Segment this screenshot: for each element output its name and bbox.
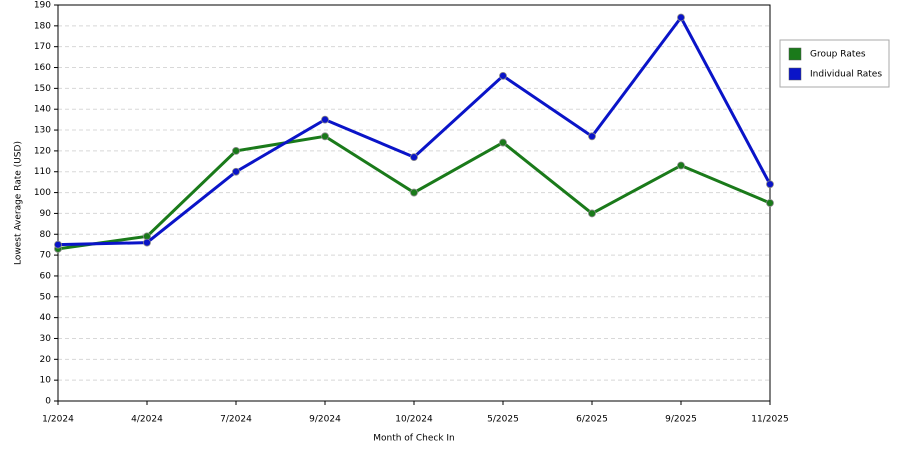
- x-axis-label: Month of Check In: [373, 434, 455, 444]
- y-axis-label: Lowest Average Rate (USD): [14, 141, 24, 265]
- y-tick-label: 50: [40, 292, 52, 302]
- x-tick-label: 6/2025: [576, 415, 608, 425]
- legend-swatch: [788, 67, 802, 81]
- x-tick-label: 9/2025: [665, 415, 697, 425]
- y-tick-label: 130: [34, 126, 51, 136]
- x-tick-label: 11/2025: [751, 415, 788, 425]
- data-point: [677, 161, 685, 170]
- data-point: [321, 115, 329, 124]
- legend-label: Group Rates: [810, 50, 866, 60]
- data-point: [54, 240, 62, 249]
- y-tick-label: 90: [40, 209, 52, 219]
- y-tick-label: 160: [34, 63, 51, 73]
- data-point: [410, 153, 418, 162]
- data-point: [588, 209, 596, 218]
- y-tick-label: 100: [34, 188, 51, 198]
- x-tick-label: 7/2024: [220, 415, 252, 425]
- data-point: [588, 132, 596, 141]
- data-point: [410, 188, 418, 197]
- y-tick-label: 190: [34, 1, 51, 11]
- y-tick-label: 20: [40, 355, 52, 365]
- y-tick-label: 0: [45, 397, 51, 407]
- y-tick-label: 120: [34, 146, 51, 156]
- y-tick-label: 10: [40, 376, 52, 386]
- data-point: [321, 132, 329, 141]
- data-point: [766, 199, 774, 207]
- data-point: [232, 146, 240, 155]
- legend-swatch: [788, 47, 802, 61]
- y-tick-label: 40: [40, 313, 52, 323]
- y-tick-label: 180: [34, 21, 51, 31]
- y-tick-label: 110: [34, 167, 51, 177]
- x-tick-label: 5/2025: [487, 415, 519, 425]
- y-tick-label: 170: [34, 42, 51, 52]
- legend-label: Individual Rates: [810, 70, 882, 80]
- y-tick-label: 140: [34, 105, 51, 115]
- series-line: [57, 14, 772, 247]
- y-tick-label: 30: [40, 334, 52, 344]
- y-tick-label: 150: [34, 84, 51, 94]
- y-tick-label: 60: [40, 271, 52, 281]
- x-tick-label: 10/2024: [395, 415, 433, 425]
- data-point: [499, 138, 507, 147]
- y-tick-label: 80: [40, 230, 52, 240]
- data-point: [232, 167, 240, 176]
- x-tick-label: 4/2024: [131, 415, 163, 425]
- data-point: [677, 13, 685, 22]
- x-tick-label: 9/2024: [309, 415, 341, 425]
- x-tick-label: 1/2024: [42, 415, 74, 425]
- data-point: [143, 238, 151, 247]
- y-tick-label: 70: [40, 251, 52, 261]
- plot-frame: [57, 4, 771, 402]
- data-point: [499, 71, 507, 80]
- data-point: [766, 180, 774, 189]
